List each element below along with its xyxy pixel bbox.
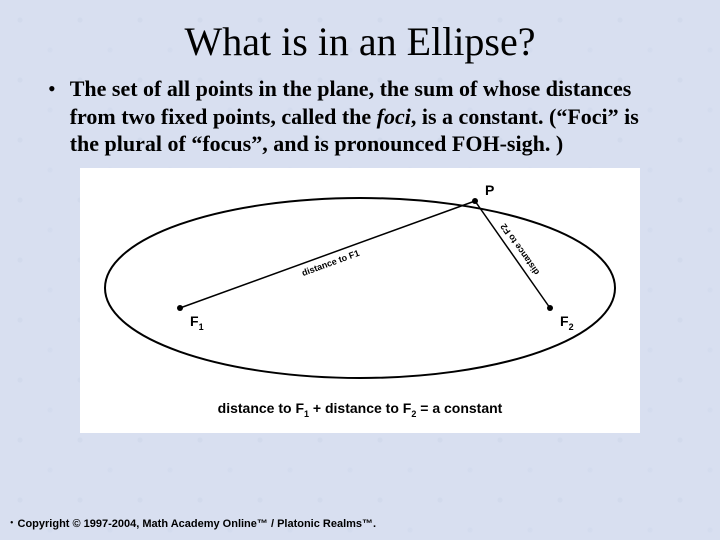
slide-title: What is in an Ellipse? [0, 0, 720, 75]
copyright-text: Copyright © 1997-2004, Math Academy Onli… [18, 518, 377, 530]
bullet-item: • The set of all points in the plane, th… [48, 75, 660, 158]
point-label-P: P [485, 182, 494, 198]
copyright-line: • Copyright © 1997-2004, Math Academy On… [10, 518, 376, 530]
diagram-svg: distance to F1distance to F2PF1F2distanc… [80, 168, 640, 428]
bullet-block: • The set of all points in the plane, th… [0, 75, 720, 158]
point-F1 [177, 305, 183, 311]
bullet-text: The set of all points in the plane, the … [70, 75, 660, 158]
point-P [472, 198, 478, 204]
ellipse-diagram: distance to F1distance to F2PF1F2distanc… [80, 168, 640, 433]
point-F2 [547, 305, 553, 311]
bullet-foci: foci [377, 104, 411, 129]
bullet-marker: • [48, 75, 56, 103]
copyright-bullet: • [10, 518, 14, 530]
